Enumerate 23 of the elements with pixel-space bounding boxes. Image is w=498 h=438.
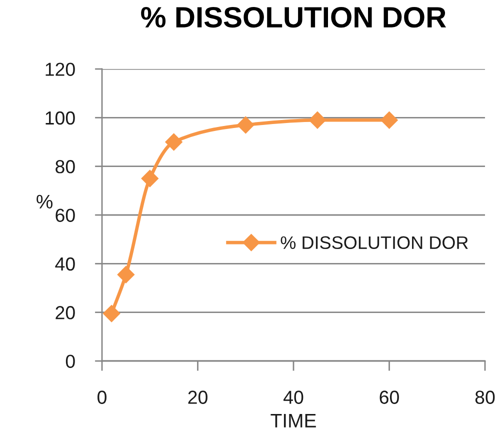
point bbox=[141, 170, 158, 188]
x-tick-label: 40 bbox=[284, 390, 304, 404]
x-tick-label: 60 bbox=[380, 390, 399, 404]
y-tick-label: 100 bbox=[46, 111, 75, 125]
y-tick-label: 60 bbox=[56, 208, 75, 222]
point bbox=[165, 133, 182, 151]
y-tick-label: 0 bbox=[66, 354, 75, 368]
point bbox=[308, 112, 326, 129]
point bbox=[380, 112, 398, 129]
x-tick-label: 80 bbox=[475, 390, 495, 404]
y-tick-label: 20 bbox=[56, 306, 75, 320]
point bbox=[117, 266, 134, 284]
y-axis-title: % bbox=[36, 194, 52, 208]
y-tick-label: 80 bbox=[56, 160, 75, 174]
chart-title: % DISSOLUTION DOR bbox=[141, 6, 446, 28]
legend-label: % DISSOLUTION DOR bbox=[280, 236, 468, 250]
x-tick-label: 0 bbox=[98, 390, 106, 404]
y-tick-label: 120 bbox=[46, 62, 75, 76]
point bbox=[103, 305, 120, 322]
x-axis-title: TIME bbox=[270, 414, 316, 428]
y-tick-label: 40 bbox=[55, 257, 75, 271]
x-tick-label: 20 bbox=[188, 390, 208, 404]
point bbox=[237, 116, 254, 134]
